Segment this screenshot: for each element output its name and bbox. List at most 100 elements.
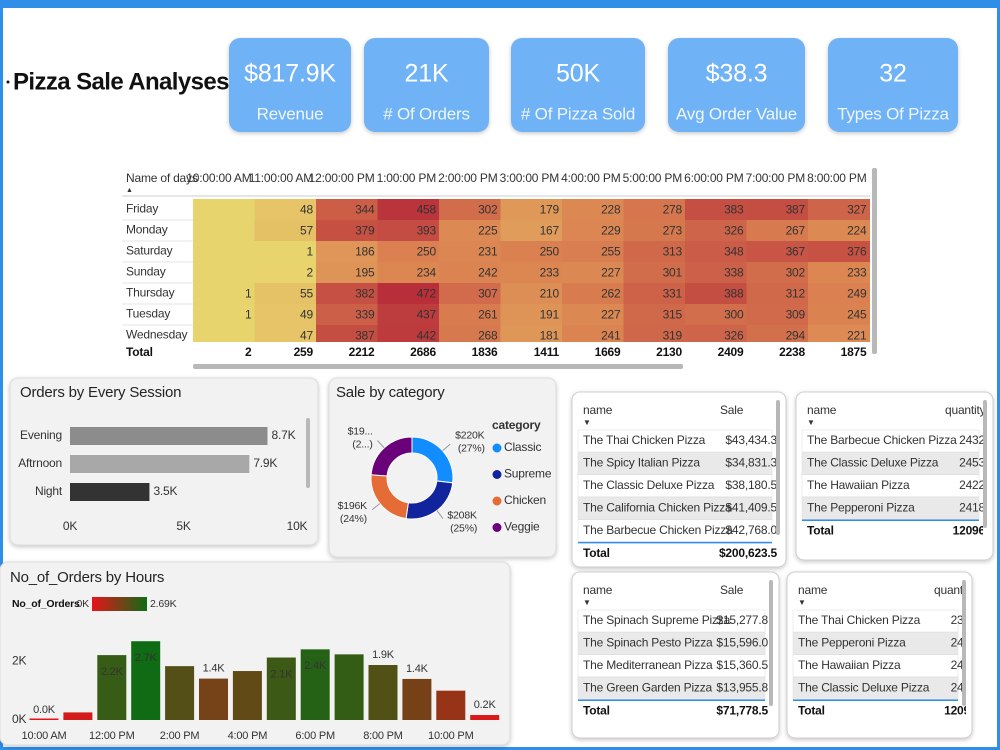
cell-value: 302 <box>478 203 498 217</box>
cell-value: 379 <box>355 224 375 238</box>
column-header: 8:00:00 PM <box>807 171 867 185</box>
heat-cell <box>254 199 317 221</box>
bar <box>63 712 93 720</box>
cell-value: 2432 <box>959 433 985 447</box>
column-header: 10:00:00 AM <box>186 171 251 185</box>
value-label: $196K (24%) <box>337 500 367 525</box>
cell-value: 367 <box>786 245 806 259</box>
cell-value: $15,360.5 <box>716 658 768 672</box>
heat-cell <box>377 262 440 284</box>
heat-cell <box>623 325 686 347</box>
column-header: 4:00:00 PM <box>561 171 621 185</box>
heat-cell <box>746 283 809 305</box>
column-header: 2:00:00 PM <box>438 171 498 185</box>
cell-value: 227 <box>601 266 621 280</box>
cell-value: 228 <box>601 203 621 217</box>
cell-value: 331 <box>663 287 683 301</box>
cell-value: 268 <box>478 329 498 343</box>
cell-value: 302 <box>786 266 806 280</box>
kpi-card <box>364 38 489 132</box>
donut-slice <box>370 436 413 477</box>
heat-cell <box>562 262 624 284</box>
value-label: 0.2K <box>474 699 497 711</box>
cell-value: 221 <box>847 329 867 343</box>
heat-cell <box>746 241 809 263</box>
value-label: 3.5K <box>153 484 177 498</box>
row-bg <box>577 676 766 700</box>
scrollbar <box>306 418 310 488</box>
heat-cell <box>316 241 378 263</box>
total-value: 2686 <box>410 345 436 359</box>
cell-value: 273 <box>663 224 683 238</box>
y-tick-label: 0K <box>12 712 26 726</box>
heat-cell <box>500 325 563 347</box>
cell-value: 313 <box>663 245 683 259</box>
kpi-label: Types Of Pizza <box>837 104 949 123</box>
row-label: Saturday <box>126 244 173 258</box>
cell-value: 179 <box>540 203 560 217</box>
v-scrollbar <box>872 168 877 354</box>
table-clip: name quantity▼The Barbecue Chicken Pizza 2… <box>801 403 985 537</box>
heat-cell <box>316 220 378 242</box>
column-header: name <box>807 403 837 417</box>
scrollbar <box>776 400 780 535</box>
column-header: name <box>583 583 613 597</box>
legend-label: Chicken <box>504 493 546 507</box>
cell-value: 383 <box>724 203 744 217</box>
heat-cell <box>562 199 624 221</box>
heat-cell <box>623 304 686 326</box>
bar <box>29 718 59 720</box>
x-tick-label: 4:00 PM <box>228 730 268 742</box>
value-label: 2.4K <box>304 660 327 672</box>
bar <box>97 655 127 720</box>
bar <box>266 657 296 720</box>
row-bg <box>792 676 959 700</box>
y-tick-label: Evening <box>20 428 62 442</box>
x-tick-label: 10:00 PM <box>428 730 474 742</box>
cell-value: 393 <box>417 224 437 238</box>
cell-value: $41,409.5 <box>725 500 777 514</box>
heat-cell <box>316 325 378 347</box>
sort-arrow: ▲ <box>126 187 133 194</box>
heat-cell <box>254 262 317 284</box>
total-label: Total <box>126 345 153 359</box>
cell-value: 233 <box>540 266 560 280</box>
row-bg <box>577 429 773 453</box>
kpi-value: 32 <box>879 60 906 88</box>
value-label: 0.0K <box>33 704 56 716</box>
cell-name: The Hawaiian Pizza <box>798 658 901 672</box>
value-label: $208K (25%) <box>447 509 477 534</box>
total-label: Total <box>583 546 610 560</box>
top-border <box>0 0 1000 8</box>
value-label: 1.9K <box>372 649 395 661</box>
heat-cell <box>746 220 809 242</box>
cell-value: 242 <box>478 266 498 280</box>
cell-value: 312 <box>786 287 806 301</box>
legend-title: No_of_Orders <box>12 598 80 610</box>
column-header: quantit <box>934 583 969 597</box>
total-label: Total <box>583 703 610 717</box>
total-value: 1836 <box>472 345 498 359</box>
heat-cell <box>193 304 255 326</box>
bar <box>300 649 330 720</box>
column-header: 12:00:00 PM <box>309 171 375 185</box>
column-header: name <box>798 583 828 597</box>
row-bg <box>577 496 773 520</box>
heat-cell <box>808 241 870 263</box>
leader <box>436 510 444 519</box>
value-label: 7.9K <box>253 456 277 470</box>
y-tick-label: 2K <box>12 654 26 668</box>
cell-value: 327 <box>847 203 867 217</box>
heat-cell <box>316 283 378 305</box>
total-label: Total <box>807 523 834 537</box>
value-label: 1.4K <box>203 663 226 675</box>
row-label: Tuesday <box>126 307 170 321</box>
heat-cell <box>193 199 255 221</box>
heat-cell <box>623 283 686 305</box>
column-header: 5:00:00 PM <box>623 171 683 185</box>
total-value: 2 <box>245 345 252 359</box>
value-label: $19... (2...) <box>348 425 373 450</box>
heat-cell <box>685 262 747 284</box>
value-label: $220K (27%) <box>455 429 485 454</box>
